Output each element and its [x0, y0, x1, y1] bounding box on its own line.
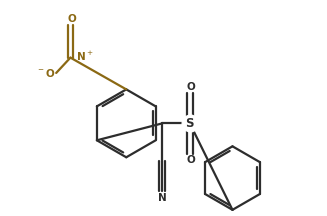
Text: O: O — [186, 155, 195, 165]
Text: O: O — [67, 14, 76, 24]
Text: S: S — [185, 117, 194, 130]
Text: O: O — [186, 82, 195, 92]
Text: N$^+$: N$^+$ — [76, 50, 94, 63]
Text: $^-$O: $^-$O — [36, 67, 55, 79]
Text: N: N — [158, 193, 167, 203]
